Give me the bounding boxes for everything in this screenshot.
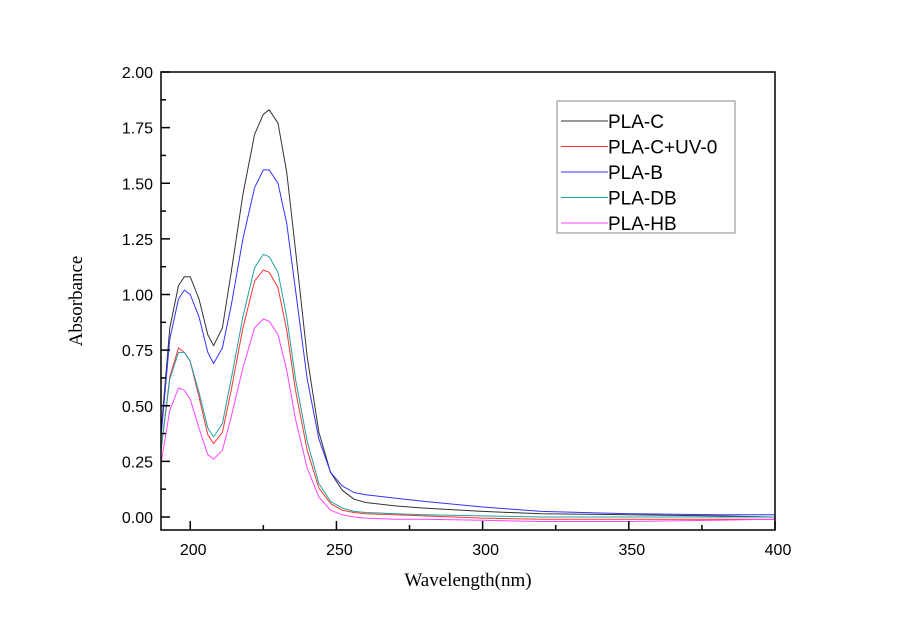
x-axis-label: Wavelength(nm) [404,570,531,591]
y-tick-label: 1.50 [122,176,153,193]
y-tick-label: 1.25 [122,232,153,249]
series-line-pla-c-uv-0 [160,269,775,520]
x-tick-label: 200 [180,542,207,559]
series-line-pla-hb [160,318,776,522]
series-line-pla-db [160,253,775,518]
legend-label: PLA-B [608,163,663,184]
y-tick-label: 0.50 [122,399,153,416]
legend: PLA-C PLA-C+UV-0 PLA-B PLA-DB PLA-HB [556,100,736,235]
legend-label: PLA-C+UV-0 [608,138,717,159]
y-tick-label: 1.00 [122,288,153,305]
y-tick-label: 0.75 [122,343,153,360]
x-tick-label: 300 [472,542,499,559]
x-tick-label: 350 [618,542,645,559]
x-tick-label: 400 [765,542,792,559]
y-tick-label: 0.25 [122,454,153,471]
legend-label: PLA-HB [608,214,677,235]
x-tick-label: 250 [326,542,353,559]
legend-label: PLA-C [608,112,664,133]
series-line-pla-b [160,169,775,516]
legend-label: PLA-DB [608,189,677,210]
y-tick-label: 1.75 [122,121,153,138]
y-tick-label: 2.00 [122,65,153,82]
y-tick-label: 0.00 [122,510,153,527]
y-axis-label: Absorbance [66,256,87,347]
series-line-pla-c [160,109,776,518]
legend-box [556,100,736,234]
series-layer [160,109,776,522]
axes-layer: 200 250 300 350 400 0.00 0.25 0.50 0.75 1.00 1.25 1… [122,65,792,559]
plot-frame [160,71,776,531]
